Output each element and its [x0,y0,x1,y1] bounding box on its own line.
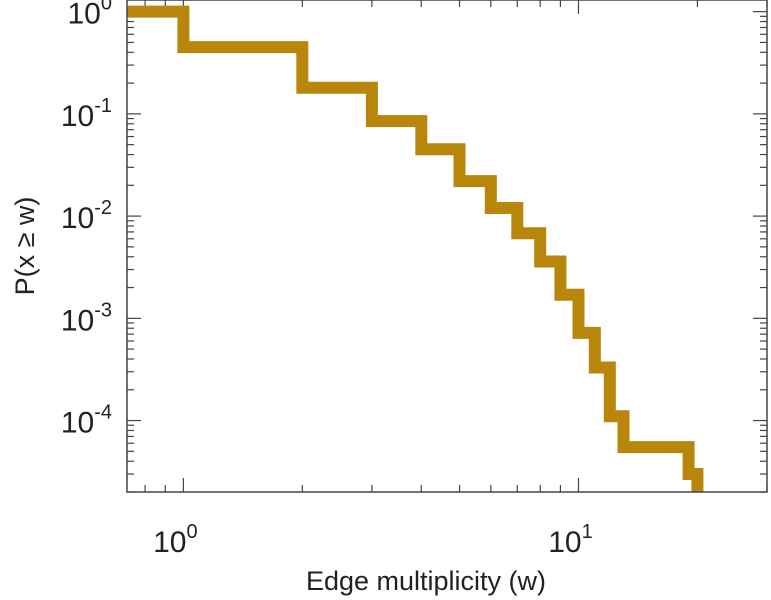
tick-labels: 100 101 100 10-1 10-2 10-3 10-4 [61,0,593,559]
x-tick-label: 101 [548,521,593,559]
x-tick-label: 100 [153,521,198,559]
y-tick-label: 10-1 [61,95,112,133]
y-axis-label: P(x ≥ w) [10,197,40,296]
data-series [127,5,704,492]
y-tick-label: 100 [68,0,113,31]
series-line [127,5,704,492]
tick-marks [127,0,768,493]
plot-frame [126,0,768,493]
y-tick-label: 10-2 [61,197,112,235]
x-axis-label: Edge multiplicity (w) [306,566,546,596]
y-tick-label: 10-4 [61,402,112,440]
y-tick-label: 10-3 [61,299,112,337]
